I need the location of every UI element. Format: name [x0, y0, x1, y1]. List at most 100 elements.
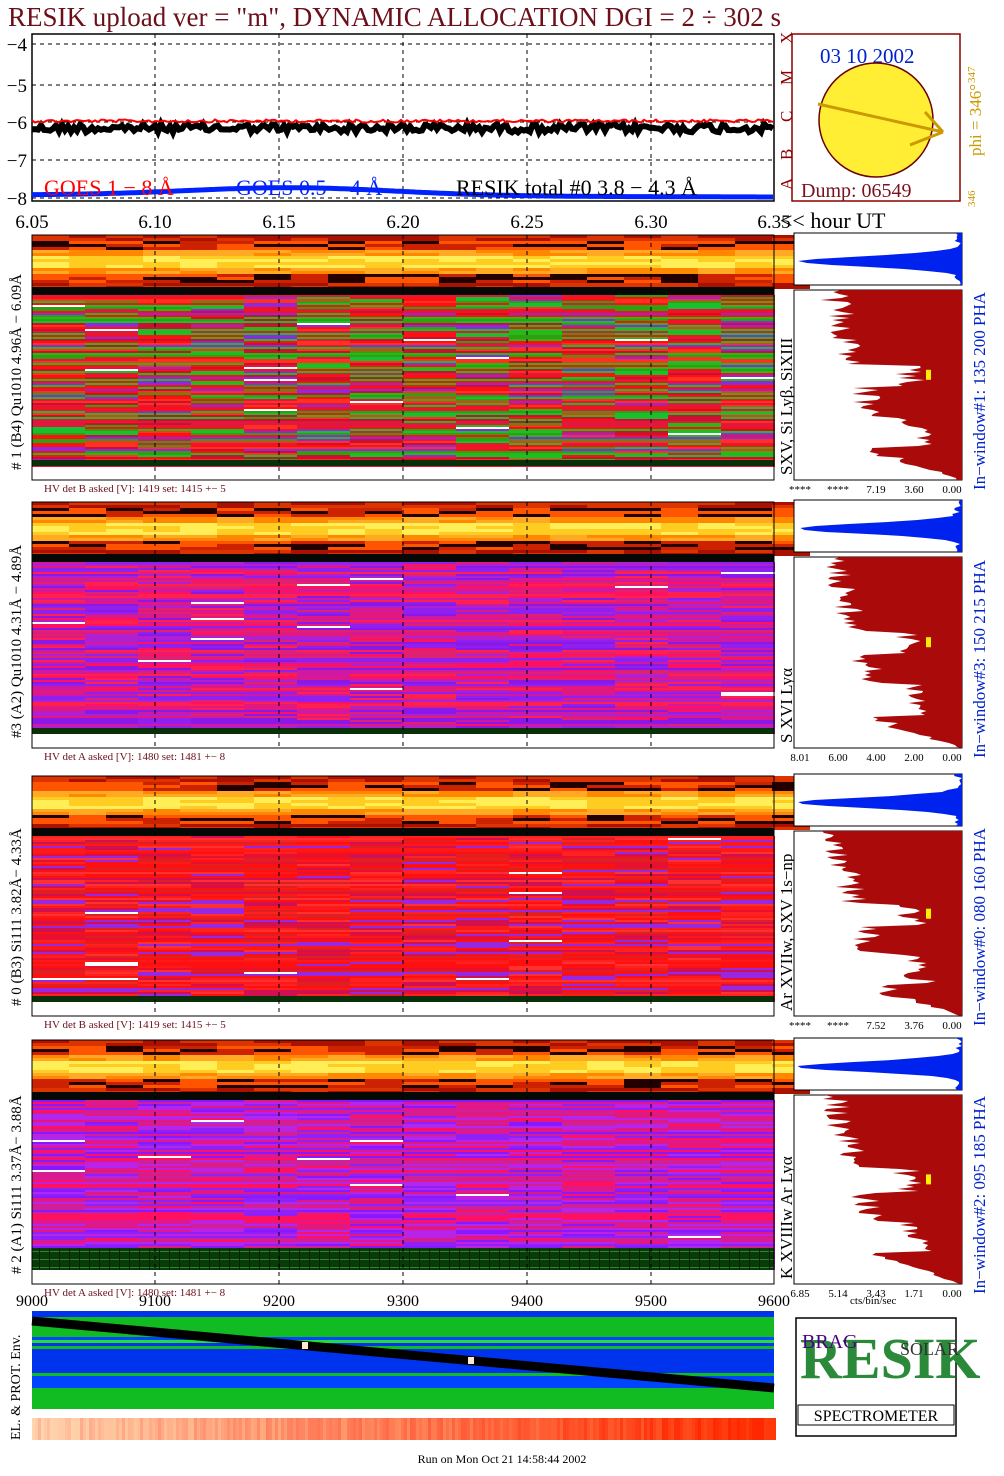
spectrum-tick: 3.60	[904, 484, 924, 496]
spectrum-tick: 8.01	[790, 752, 809, 764]
phi-label: phi = 346°	[966, 84, 985, 156]
detector-label: # 0 (B3) Si111 3.82Å− 4.33Å	[9, 828, 25, 1006]
spectrum-tick: ****	[827, 1020, 849, 1032]
x-tick-label: 6.20	[386, 212, 419, 233]
spectrum-tick: 5.14	[828, 1288, 848, 1300]
x-tick-label: 6.25	[510, 212, 543, 233]
env-x-tick: 9000	[16, 1293, 48, 1310]
env-trend-line	[31, 1316, 775, 1393]
spectrum-tick: 4.00	[866, 752, 886, 764]
lightcurve-x-ticks: 6.05 6.10 6.15 6.20 6.25 6.30 6.35	[15, 212, 790, 233]
spectrum-tick: 3.43	[866, 1288, 886, 1300]
spectrum-tick: 2.00	[904, 752, 924, 764]
page-title: RESIK upload ver = "m", DYNAMIC ALLOCATI…	[8, 2, 782, 32]
sun-disk	[818, 62, 934, 178]
resik-total-curve	[31, 116, 775, 141]
spectrum-tick: 1.71	[904, 1288, 923, 1300]
spectrum-tick: 0.00	[942, 484, 962, 496]
logo-top-right: SOLAR	[900, 1339, 959, 1359]
phi-bottom: 346	[966, 190, 978, 207]
env-x-tick: 9600	[758, 1293, 790, 1310]
spectrum-tick: 6.85	[790, 1288, 810, 1300]
line-label: K XVIIIw Ar Lyα	[777, 1156, 796, 1279]
spectrum-tick: ****	[789, 484, 811, 496]
marker	[926, 369, 931, 380]
spectrum-tick: ****	[827, 484, 849, 496]
spectrum-tick: 7.19	[866, 484, 886, 496]
env-x-ticks: 9000 9100 9200 9300 9400 9500 9600	[16, 1293, 790, 1310]
legend-goes-long: GOES 1 − 8 Å	[44, 175, 174, 200]
y-tick-label: −7	[7, 151, 27, 172]
spectrum-tick: ****	[789, 1020, 811, 1032]
spectrum-histogram	[826, 557, 962, 748]
y-tick-label: −8	[7, 189, 27, 210]
env-heat-strip	[32, 1418, 776, 1440]
logo-top-left: BRAG	[802, 1331, 858, 1353]
env-x-tick: 9500	[635, 1293, 667, 1310]
marker	[926, 637, 931, 648]
x-tick-label: 6.05	[15, 212, 48, 233]
hv-label: HV det A asked [V]: 1480 set: 1481 +− 8	[44, 1287, 226, 1299]
pha-histogram	[800, 500, 962, 552]
env-panel: 9000 9100 9200 9300 9400 9500 9600 EL. & PROT.…	[9, 1293, 790, 1440]
pha-label: In−window#0: 080 160 PHA	[970, 827, 989, 1026]
logo-banner: SPECTROMETER	[814, 1408, 939, 1425]
env-x-tick: 9200	[263, 1293, 295, 1310]
detector-1: HV det A asked [V]: 1480 set: 1481 +− 8 #…	[9, 499, 989, 764]
detector-strips: HV det B asked [V]: 1419 set: 1415 +− 5 #…	[9, 232, 989, 1307]
y-tick-label: −5	[7, 76, 27, 97]
x-tick-label: 6.15	[262, 212, 295, 233]
y-tick-label: −4	[7, 35, 28, 56]
x-tick-label: 6.30	[634, 212, 667, 233]
hv-label: HV det B asked [V]: 1419 set: 1415 +− 5	[44, 483, 226, 495]
spectrum-tick: 7.52	[866, 1020, 885, 1032]
env-x-tick: 9300	[387, 1293, 419, 1310]
marker	[926, 1174, 931, 1185]
marker	[926, 908, 931, 919]
sun-panel: 03 10 2002 Dump: 06549 phi = 346° 347 34…	[791, 33, 985, 207]
line-label: Ar XVIIw, SXV 1s−np	[777, 854, 796, 1011]
pha-label: In−window#1: 135 200 PHA	[970, 291, 989, 490]
phi-arrow	[817, 102, 944, 134]
hv-label: HV det A asked [V]: 1480 set: 1481 +− 8	[44, 751, 226, 763]
spectrum-tick: 6.00	[828, 752, 848, 764]
spectrum-histogram	[821, 831, 962, 1016]
goes-class-C: C	[777, 111, 796, 122]
legend-goes-short: GOES 0.5 − 4 Å	[236, 175, 382, 200]
resik-logo: RESIK BRAG SOLAR SPECTROMETER	[795, 1317, 981, 1437]
spectrum-histogram	[822, 1095, 962, 1284]
detector-label: #3 (A2) Qu1010 4.31Å − 4.89Å	[9, 545, 25, 738]
lightcurve-panel: −4−5−6−7−8 6.05 6.10 6.15 6.20 6.25 6.30 6.35 …	[7, 32, 886, 233]
spectrum-unit-label: cts/bin/sec	[850, 1295, 897, 1307]
x-tick-label: 6.10	[138, 212, 171, 233]
spectrum-tick: 0.00	[942, 1288, 962, 1300]
lightcurve-y-ticks: −4 −5 −6 −7 −8	[7, 35, 28, 210]
pha-label: In−window#3: 150 215 PHA	[970, 559, 989, 758]
logo-letters: RESIK	[800, 1326, 981, 1391]
phi-sup: 347	[966, 66, 978, 83]
env-x-tick: 9100	[139, 1293, 171, 1310]
pha-histogram	[798, 774, 962, 826]
pha-label: In−window#2: 095 185 PHA	[970, 1095, 989, 1294]
pha-histogram	[797, 1038, 962, 1090]
detector-label: # 2 (A1) Si111 3.37Å− 3.88Å	[9, 1095, 25, 1274]
spectrum-tick: 3.76	[904, 1020, 924, 1032]
detector-0: HV det B asked [V]: 1419 set: 1415 +− 5 #…	[9, 232, 989, 496]
line-label: S XVI Lyα	[777, 668, 796, 743]
y-tick-label: −6	[7, 113, 27, 134]
detector-label: # 1 (B4) Qu1010 4.96Å − 6.09Å	[9, 274, 25, 470]
detector-3: HV det A asked [V]: 1480 set: 1481 +− 8 #…	[9, 1037, 989, 1300]
spectrum-tick: 0.00	[942, 1020, 962, 1032]
spectrum-histogram	[820, 290, 962, 480]
goes-long-curve	[31, 118, 774, 124]
dump-label: Dump: 06549	[801, 180, 912, 202]
spectrum-tick: 0.00	[942, 752, 962, 764]
pha-histogram	[798, 233, 962, 285]
x-unit-label: << hour UT	[780, 208, 886, 233]
run-timestamp: Run on Mon Oct 21 14:58:44 2002	[417, 1452, 587, 1466]
hv-label: HV det B asked [V]: 1419 set: 1415 +− 5	[44, 1019, 226, 1031]
x-tick-label: 6.35	[757, 212, 790, 233]
legend-resik: RESIK total #0 3.8 − 4.3 Å	[456, 175, 697, 200]
goes-class-B: B	[777, 149, 796, 160]
